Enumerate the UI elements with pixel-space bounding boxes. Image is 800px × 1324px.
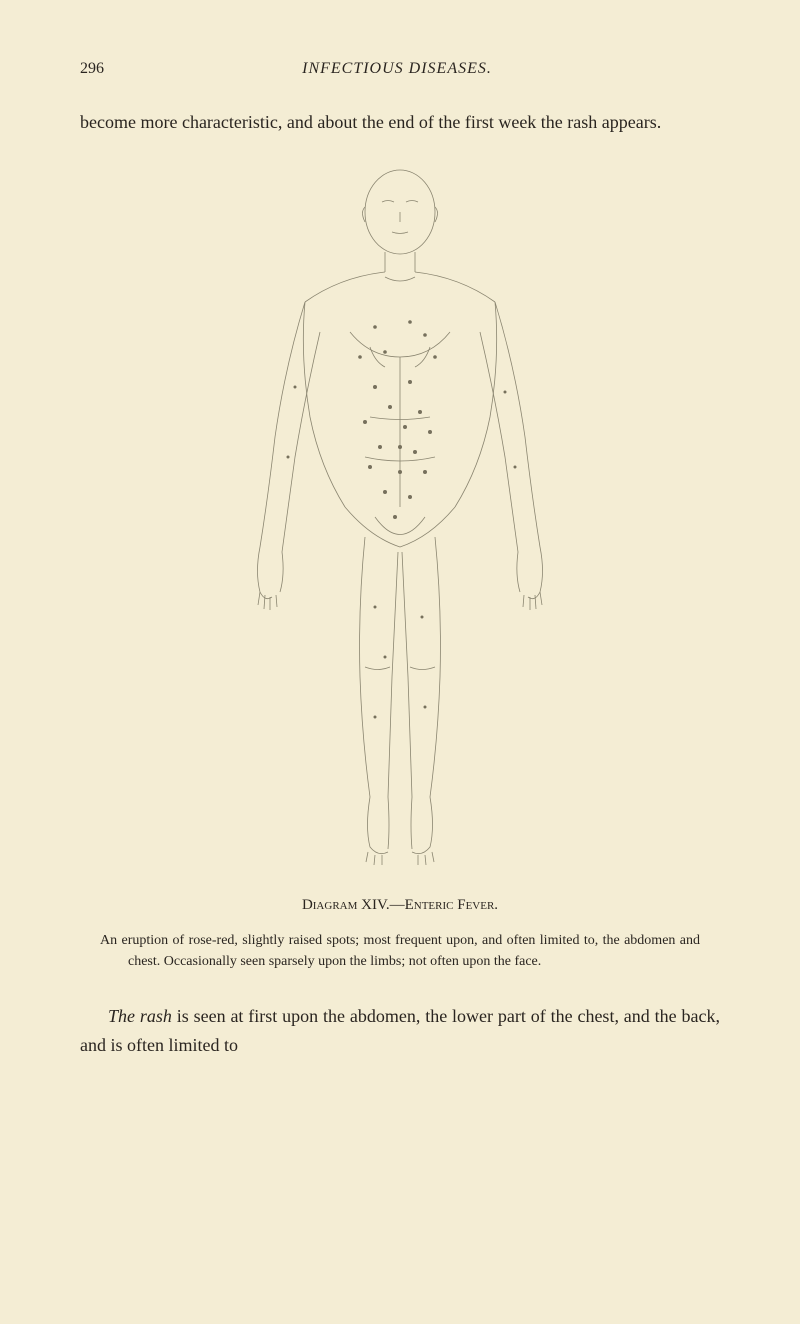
body-paragraph-1: become more characteristic, and about th… xyxy=(80,108,720,137)
diagram-caption: An eruption of rose-red, slightly raised… xyxy=(100,930,700,972)
body-paragraph-2: The rash is seen at first upon the abdom… xyxy=(80,1002,720,1060)
body-diagram-svg xyxy=(210,157,590,877)
chapter-title: INFECTIOUS DISEASES. xyxy=(302,60,492,78)
page-number: 296 xyxy=(80,60,104,78)
page-header: 296 INFECTIOUS DISEASES. xyxy=(80,60,720,78)
diagram-title: Diagram XIV.—Enteric Fever. xyxy=(80,897,720,914)
para2-rest: is seen at first upon the abdomen, the l… xyxy=(80,1006,720,1055)
anatomical-figure xyxy=(80,157,720,877)
rash-term: The rash xyxy=(108,1006,172,1026)
